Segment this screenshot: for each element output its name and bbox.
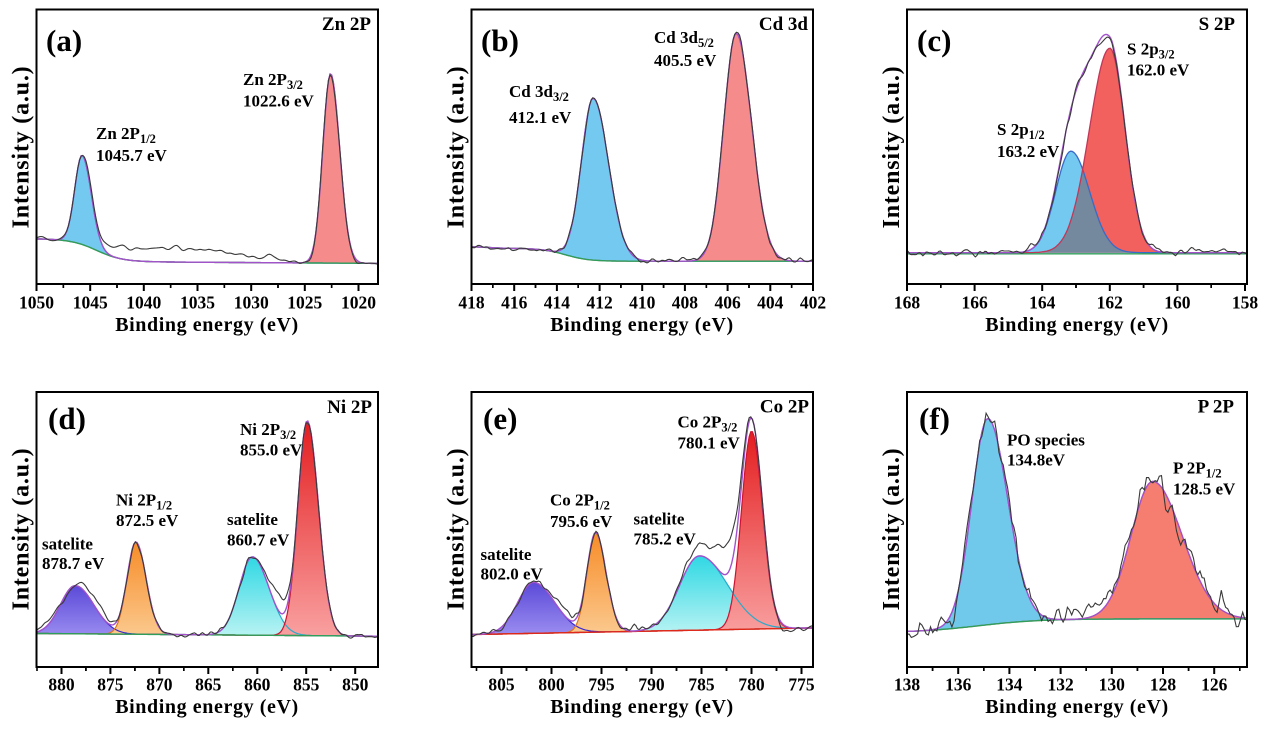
svg-text:775: 775: [788, 675, 815, 695]
svg-text:Intensity (a.u.): Intensity (a.u.): [879, 448, 905, 611]
svg-text:Intensity (a.u.): Intensity (a.u.): [444, 66, 470, 229]
svg-text:Binding energy (eV): Binding energy (eV): [550, 696, 734, 718]
svg-text:160: 160: [1164, 293, 1191, 313]
svg-text:850: 850: [342, 675, 369, 695]
svg-text:Binding energy (eV): Binding energy (eV): [115, 314, 299, 336]
svg-text:P 2P1/2: P 2P1/2: [1173, 459, 1222, 481]
svg-text:satelite: satelite: [42, 535, 93, 554]
svg-text:410: 410: [629, 293, 656, 313]
svg-text:P 2P: P 2P: [1198, 397, 1235, 418]
svg-text:795: 795: [588, 675, 615, 695]
svg-text:130: 130: [1099, 675, 1126, 695]
svg-text:166: 166: [961, 293, 988, 313]
svg-text:408: 408: [672, 293, 699, 313]
svg-text:164: 164: [1029, 293, 1056, 313]
svg-text:860: 860: [244, 675, 271, 695]
svg-text:(a): (a): [46, 23, 82, 58]
svg-text:412: 412: [586, 293, 612, 313]
svg-text:880: 880: [48, 675, 75, 695]
svg-text:Co 2P: Co 2P: [760, 397, 809, 418]
svg-text:418: 418: [458, 293, 485, 313]
svg-text:870: 870: [146, 675, 173, 695]
svg-text:S 2p1/2: S 2p1/2: [997, 120, 1045, 142]
svg-text:162: 162: [1097, 293, 1123, 313]
svg-text:1020: 1020: [341, 293, 376, 313]
svg-text:Intensity (a.u.): Intensity (a.u.): [9, 66, 35, 229]
svg-text:Cd 3d: Cd 3d: [759, 14, 809, 35]
svg-text:Cd 3d5/2: Cd 3d5/2: [654, 28, 714, 50]
svg-text:158: 158: [1232, 293, 1259, 313]
svg-text:168: 168: [894, 293, 921, 313]
svg-text:878.7 eV: 878.7 eV: [42, 554, 105, 573]
svg-text:Binding energy (eV): Binding energy (eV): [985, 696, 1169, 718]
svg-text:802.0 eV: 802.0 eV: [481, 565, 544, 584]
svg-text:872.5 eV: 872.5 eV: [116, 511, 179, 530]
svg-text:(e): (e): [483, 401, 517, 436]
svg-text:134.8eV: 134.8eV: [1007, 451, 1066, 470]
svg-text:875: 875: [97, 675, 124, 695]
svg-text:855.0 eV: 855.0 eV: [240, 441, 303, 460]
svg-text:1045: 1045: [73, 293, 108, 313]
svg-text:138: 138: [894, 675, 921, 695]
svg-text:(b): (b): [481, 23, 519, 58]
svg-text:416: 416: [501, 293, 528, 313]
svg-text:(f): (f): [919, 401, 950, 436]
svg-text:162.0 eV: 162.0 eV: [1127, 61, 1190, 80]
svg-text:Zn 2P: Zn 2P: [322, 14, 371, 35]
svg-text:Ni 2P: Ni 2P: [327, 397, 372, 418]
svg-text:134: 134: [996, 675, 1023, 695]
svg-text:(d): (d): [48, 401, 86, 436]
svg-text:Ni 2P1/2: Ni 2P1/2: [116, 491, 172, 513]
svg-text:Co 2P1/2: Co 2P1/2: [550, 491, 610, 513]
svg-text:satelite: satelite: [481, 545, 532, 564]
svg-text:Intensity (a.u.): Intensity (a.u.): [9, 448, 35, 611]
svg-text:128: 128: [1150, 675, 1177, 695]
svg-text:Intensity (a.u.): Intensity (a.u.): [444, 448, 470, 611]
svg-text:780: 780: [738, 675, 765, 695]
svg-text:136: 136: [945, 675, 972, 695]
svg-text:Zn 2P3/2: Zn 2P3/2: [243, 70, 303, 92]
svg-text:S 2p3/2: S 2p3/2: [1127, 40, 1175, 62]
svg-text:Ni 2P3/2: Ni 2P3/2: [240, 420, 296, 442]
svg-text:Binding energy (eV): Binding energy (eV): [115, 696, 299, 718]
svg-text:780.1 eV: 780.1 eV: [678, 434, 741, 453]
svg-text:412.1 eV: 412.1 eV: [509, 108, 572, 127]
svg-text:132: 132: [1047, 675, 1073, 695]
svg-text:865: 865: [195, 675, 222, 695]
svg-text:satelite: satelite: [227, 510, 278, 529]
svg-text:Zn 2P1/2: Zn 2P1/2: [96, 124, 156, 146]
svg-text:(c): (c): [917, 23, 951, 58]
svg-text:785.2 eV: 785.2 eV: [634, 530, 697, 549]
svg-text:Co 2P3/2: Co 2P3/2: [678, 413, 738, 435]
svg-text:785: 785: [688, 675, 715, 695]
svg-text:1030: 1030: [234, 293, 269, 313]
svg-text:805: 805: [488, 675, 515, 695]
svg-text:1022.6 eV: 1022.6 eV: [243, 92, 315, 111]
svg-text:Cd 3d3/2: Cd 3d3/2: [509, 82, 569, 104]
svg-text:404: 404: [757, 293, 784, 313]
svg-text:406: 406: [714, 293, 741, 313]
svg-text:Binding energy (eV): Binding energy (eV): [550, 314, 734, 336]
svg-text:Intensity (a.u.): Intensity (a.u.): [879, 66, 905, 229]
svg-text:1050: 1050: [19, 293, 54, 313]
svg-text:855: 855: [293, 675, 320, 695]
svg-text:790: 790: [638, 675, 665, 695]
svg-text:800: 800: [538, 675, 565, 695]
svg-text:1035: 1035: [180, 293, 215, 313]
svg-text:satelite: satelite: [634, 510, 685, 529]
svg-text:PO species: PO species: [1007, 431, 1085, 450]
svg-text:795.6 eV: 795.6 eV: [550, 512, 613, 531]
svg-text:S 2P: S 2P: [1199, 14, 1236, 35]
svg-text:126: 126: [1201, 675, 1228, 695]
svg-text:414: 414: [544, 293, 571, 313]
svg-text:405.5 eV: 405.5 eV: [654, 51, 717, 70]
svg-text:163.2 eV: 163.2 eV: [997, 142, 1060, 161]
svg-text:402: 402: [800, 293, 826, 313]
svg-text:128.5 eV: 128.5 eV: [1173, 480, 1236, 499]
svg-text:Binding energy (eV): Binding energy (eV): [985, 314, 1169, 336]
svg-text:1025: 1025: [287, 293, 322, 313]
svg-text:1045.7 eV: 1045.7 eV: [96, 146, 168, 165]
svg-text:860.7 eV: 860.7 eV: [227, 531, 290, 550]
svg-text:1040: 1040: [126, 293, 161, 313]
